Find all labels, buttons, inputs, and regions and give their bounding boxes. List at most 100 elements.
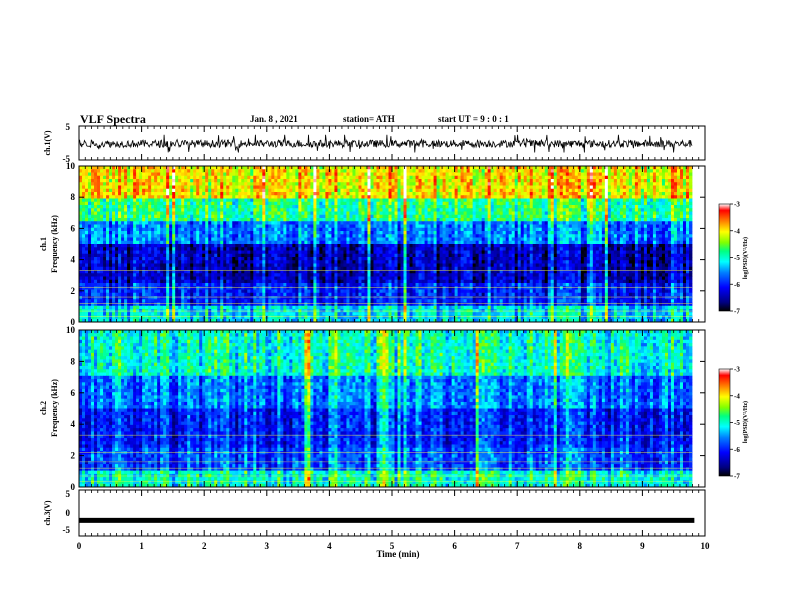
spectrogram-cell [214,231,217,235]
spectrogram-cell [575,173,578,177]
spectrogram-cell [497,221,500,225]
spectrogram-cell [187,238,190,242]
spectrogram-cell [632,182,635,186]
spectrogram-cell [425,186,428,190]
spectrogram-cell [244,225,247,229]
spectrogram-cell [208,238,211,242]
spectrogram-cell [301,218,304,222]
spectrogram-cell [340,176,343,180]
spectrogram-cell [551,215,554,219]
spectrogram-cell [590,179,593,183]
spectrogram-cell [500,218,503,222]
spectrogram-cell [614,212,617,216]
spectrogram-cell [476,179,479,183]
spectrogram-cell [641,176,644,180]
spectrogram-cell [346,199,349,203]
spectrogram-cell [82,234,85,238]
spectrogram-cell [190,218,193,222]
spectrogram-cell [533,199,536,203]
spectrogram-cell [154,215,157,219]
spectrogram-cell [521,231,524,235]
spectrogram-cell [545,186,548,190]
spectrogram-cell [97,218,100,222]
spectrogram-cell [97,195,100,199]
spectrogram-cell [310,234,313,238]
spectrogram-cell [85,169,88,173]
spectrogram-cell [428,241,431,245]
spectrogram-cell [175,238,178,242]
spectrogram-cell [638,166,641,170]
spectrogram-cell [262,221,265,225]
spectrogram-cell [446,215,449,219]
spectrogram-cell [482,205,485,209]
spectrogram-cell [494,218,497,222]
spectrogram-cell [578,173,581,177]
spectrogram-cell [166,244,169,248]
spectrogram-cell [211,225,214,229]
spectrogram-cell [578,179,581,183]
spectrogram-cell [419,212,422,216]
spectrogram-cell [232,195,235,199]
spectrogram-cell [328,231,331,235]
spectrogram-cell [283,225,286,229]
spectrogram-cell [79,192,82,196]
spectrogram-cell [449,169,452,173]
spectrogram-cell [689,195,692,199]
spectrogram-cell [268,169,271,173]
spectrogram-cell [241,244,244,248]
spectrogram-cell [599,192,602,196]
spectrogram-cell [223,228,226,232]
spectrogram-cell [437,176,440,180]
spectrogram-cell [166,205,169,209]
spectrogram-cell [292,202,295,206]
spectrogram-cell [434,221,437,225]
spectrogram-cell [620,218,623,222]
spectrogram-cell [205,192,208,196]
spectrogram-cell [473,231,476,235]
spectrogram-cell [389,238,392,242]
spectrogram-cell [473,218,476,222]
spectrogram-cell [668,208,671,212]
spectrogram-cell [274,182,277,186]
spectrogram-cell [184,208,187,212]
spectrogram-cell [328,218,331,222]
spectrogram-cell [407,169,410,173]
spectrogram-cell [605,234,608,238]
spectrogram-cell [440,234,443,238]
spectrogram-cell [554,173,557,177]
spectrogram-cell [605,195,608,199]
spectrogram-cell [470,228,473,232]
spectrogram-cell [115,208,118,212]
spectrogram-cell [214,199,217,203]
spectrogram-cell [223,238,226,242]
spectrogram-cell [235,231,238,235]
spectrogram-cell [355,166,358,170]
spectrogram-cell [545,215,548,219]
spectrogram-cell [94,241,97,245]
spectrogram-cell [686,208,689,212]
spectrogram-cell [142,215,145,219]
spectrogram-cell [157,212,160,216]
spectrogram-cell [223,221,226,225]
spectrogram-cell [425,218,428,222]
spectrogram-cell [539,238,542,242]
spectrogram-cell [205,205,208,209]
spectrogram-cell [235,195,238,199]
spectrogram-cell [181,186,184,190]
spectrogram-cell [211,179,214,183]
spectrogram-cell [100,189,103,193]
spectrogram-cell [536,241,539,245]
spectrogram-cell [515,228,518,232]
spectrogram-cell [256,192,259,196]
spectrogram-cell [235,234,238,238]
spectrogram-cell [476,225,479,229]
spectrogram-cell [584,205,587,209]
spectrogram-cell [560,176,563,180]
spectrogram-cell [653,215,656,219]
spectrogram-cell [130,173,133,177]
spectrogram-cell [367,221,370,225]
spectrogram-cell [100,244,103,248]
spectrogram-cell [352,225,355,229]
spectrogram-cell [355,186,358,190]
spectrogram-cell [157,176,160,180]
